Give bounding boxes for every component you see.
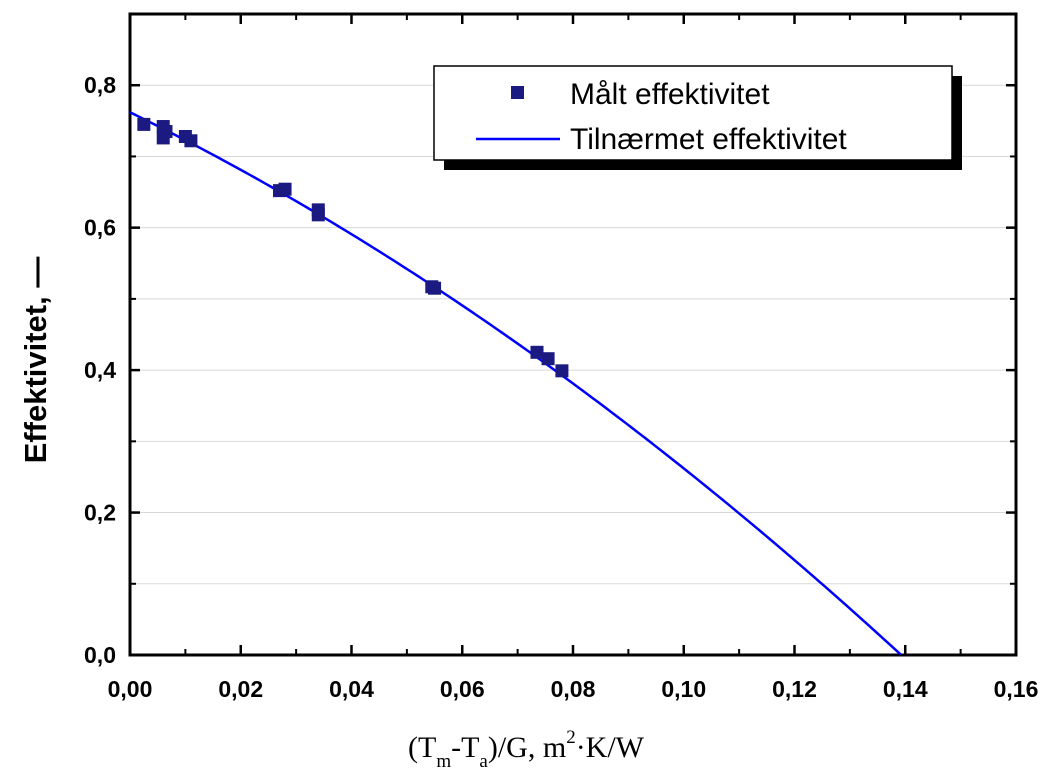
x-axis-label-part: m: [436, 751, 451, 772]
data-point: [541, 352, 555, 366]
data-point: [530, 345, 544, 359]
x-tick-label: 0,02: [218, 676, 263, 702]
y-axis-label: Effektivitet, —: [18, 257, 53, 464]
x-tick-label: 0,10: [661, 676, 706, 702]
y-tick-label: 0,2: [84, 500, 116, 526]
y-tick-label: 0,6: [84, 215, 116, 241]
legend-marker-measured: [511, 86, 524, 99]
data-point: [428, 281, 442, 295]
data-point: [278, 182, 292, 196]
x-axis-label: (Tm-Ta)/G, m2·K/W: [408, 727, 645, 772]
data-point: [555, 364, 569, 378]
x-tick-label: 0,00: [108, 676, 153, 702]
y-tick-label: 0,0: [84, 642, 116, 668]
data-point: [184, 134, 198, 148]
x-tick-label: 0,12: [772, 676, 817, 702]
data-point: [311, 208, 325, 222]
x-axis-label-part: 2: [566, 727, 576, 748]
y-tick-label: 0,4: [84, 357, 116, 383]
data-point: [137, 117, 151, 131]
x-axis-label-part: )/G, m: [488, 731, 566, 764]
fit-curve: [129, 111, 902, 656]
x-tick-label: 0,06: [440, 676, 485, 702]
legend-label-measured: Målt effektivitet: [570, 78, 770, 111]
x-axis-label-part: a: [479, 751, 488, 772]
x-axis-label-part: (T: [408, 731, 436, 764]
legend-label-fit: Tilnærmet effektivitet: [570, 123, 847, 156]
legend-box: [433, 65, 953, 161]
x-tick-label: 0,08: [551, 676, 596, 702]
y-tick-label: 0,8: [84, 72, 116, 98]
x-tick-label: 0,14: [883, 676, 928, 702]
legend: Målt effektivitet Tilnærmet effektivitet: [433, 65, 962, 170]
x-tick-label: 0,04: [329, 676, 374, 702]
x-axis-label-part: -T: [451, 731, 479, 764]
x-axis-label-part: ·K/W: [576, 731, 645, 764]
x-tick-label: 0,16: [994, 676, 1039, 702]
data-point: [156, 131, 170, 145]
